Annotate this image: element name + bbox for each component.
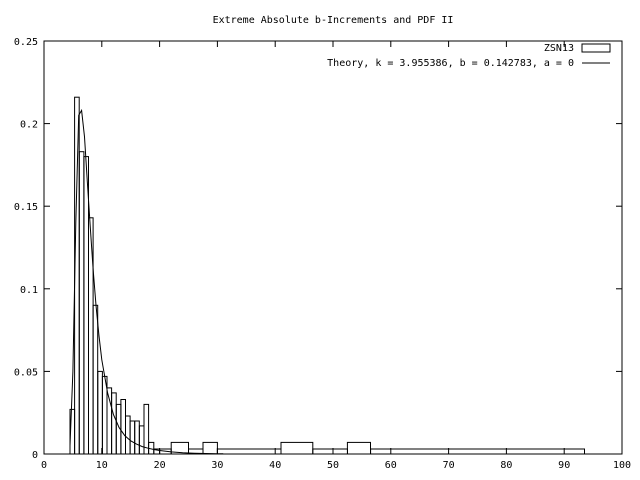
legend-label-zsn13: ZSN13 (544, 43, 574, 54)
histogram-bar-15 (138, 425, 145, 455)
x-tick-label-80: 80 (500, 460, 512, 471)
y-tick-label-0: 0 (32, 450, 38, 461)
histogram-bar-25 (312, 448, 348, 455)
x-tick-label-100: 100 (613, 460, 631, 471)
x-tick-label-90: 90 (558, 460, 570, 471)
histogram-bar-5 (92, 304, 99, 455)
x-tick-label-30: 30 (211, 460, 223, 471)
histogram-bar-1 (74, 96, 80, 455)
legend: ZSN13 Theory, k = 3.955386, b = 0.142783… (327, 43, 611, 69)
x-tick-label-10: 10 (96, 460, 108, 471)
histogram-bars (69, 96, 585, 455)
histogram-bar-9 (111, 392, 117, 455)
y-tick-label-0.2: 0.2 (20, 120, 38, 131)
histogram-bar-14 (134, 420, 140, 455)
x-tick-label-60: 60 (385, 460, 397, 471)
histogram-bar-26 (346, 441, 371, 455)
y-tick-label-0.1: 0.1 (20, 285, 38, 296)
y-tick-label-0.15: 0.15 (14, 202, 38, 213)
histogram-bar-2 (78, 151, 85, 455)
histogram-bar-24 (280, 441, 314, 455)
x-tick-label-20: 20 (154, 460, 166, 471)
x-tick-label-0: 0 (41, 460, 47, 471)
histogram-bar-6 (97, 370, 103, 455)
x-tick-label-70: 70 (443, 460, 455, 471)
histogram-bar-23 (216, 448, 282, 455)
x-tick-label-50: 50 (327, 460, 339, 471)
legend-swatch-zsn13 (581, 43, 611, 53)
histogram-bar-22 (202, 441, 218, 455)
legend-label-theory: Theory, k = 3.955386, b = 0.142783, a = … (327, 58, 574, 69)
theory-curve (69, 108, 224, 455)
histogram-bar-11 (120, 399, 127, 455)
histogram-bar-13 (129, 420, 136, 455)
axis-ticks: 0 10 20 30 40 50 60 70 80 90 100 0 0.05 0.1 0.15 0.2 0.2… (14, 37, 631, 471)
histogram-bar-12 (125, 415, 131, 455)
y-tick-label-0.05: 0.05 (14, 367, 38, 378)
histogram-bar-16 (143, 403, 150, 455)
plot-frame (43, 40, 623, 455)
histogram-bar-27 (370, 448, 585, 455)
y-tick-label-0.25: 0.25 (14, 37, 38, 48)
chart-title: Extreme Absolute b-Increments and PDF II (213, 15, 454, 26)
x-tick-label-40: 40 (269, 460, 281, 471)
histogram-bar-3 (83, 156, 90, 455)
